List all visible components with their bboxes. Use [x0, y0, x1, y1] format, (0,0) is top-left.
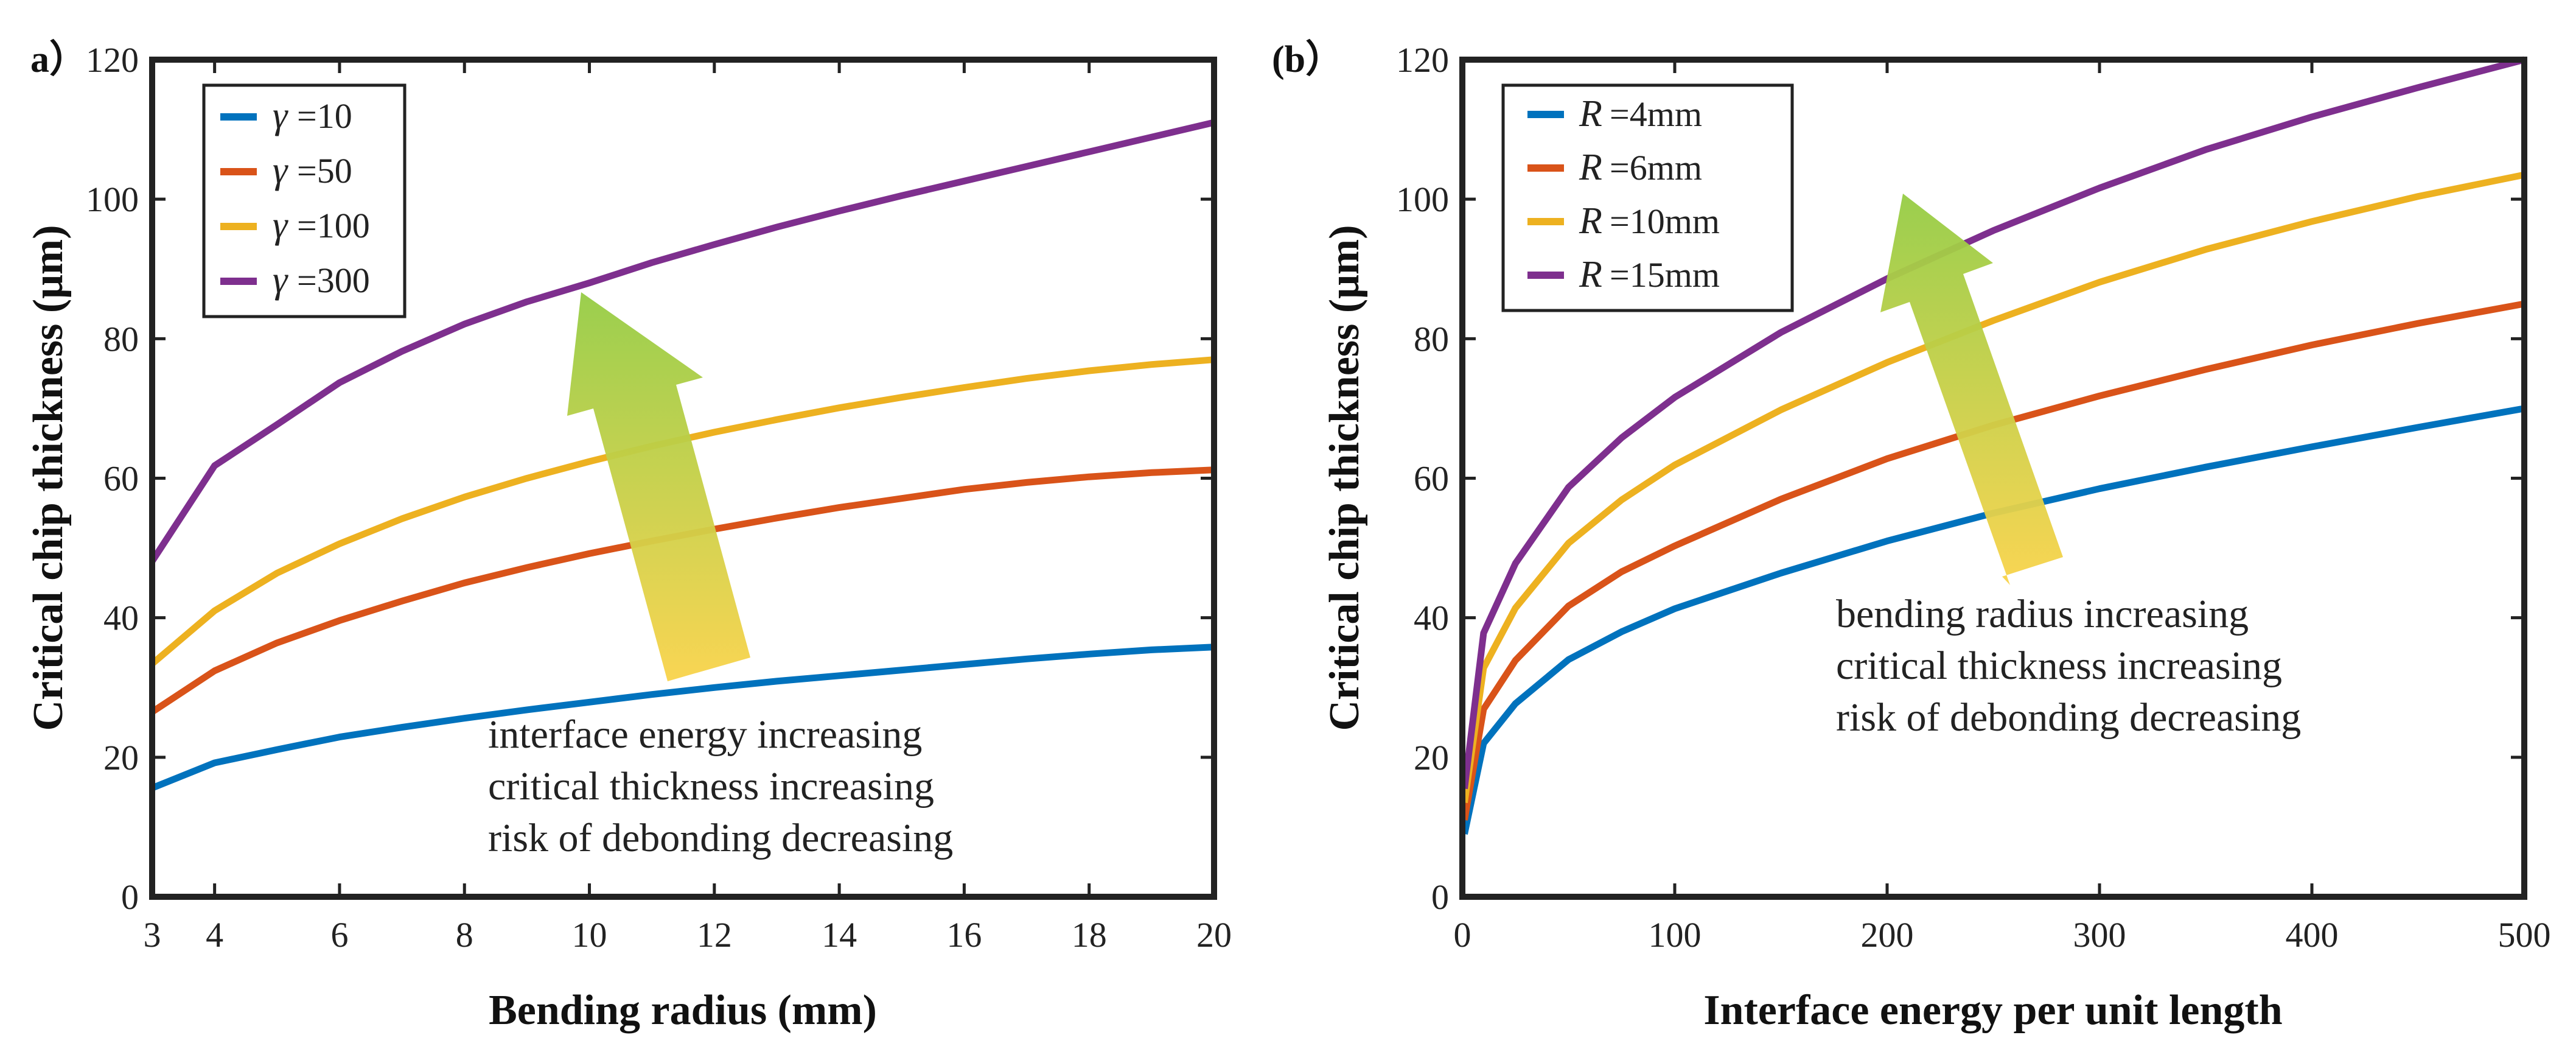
panel-a: a） 3 4 6 8 10 12 14 16 18 20 0 20 40 60 80 100 120 Bendi… [25, 38, 1232, 1034]
panel-a-legend-symbol: γ [273, 150, 288, 191]
panel-b-legend-symbol: R [1579, 200, 1602, 242]
panel-a-legend-symbol: γ [273, 205, 288, 246]
panel-a-ticks: 3 4 6 8 10 12 14 16 18 20 0 20 40 60 80 100 120 [86, 40, 1232, 955]
panel-b-axes-frame [1459, 57, 2527, 900]
series-line-3 [1461, 56, 2525, 790]
panel-b-series [1461, 56, 2525, 835]
series-line-0 [1461, 405, 2525, 835]
panel-a-x-axis-label: Bending radius (mm) [489, 987, 877, 1034]
series-line-1 [1461, 300, 2525, 821]
panel-b-legend-symbol: R [1579, 254, 1602, 295]
x-tick-label: 16 [946, 915, 982, 955]
panel-a-legend: γ =10 γ =50 γ =100 γ =300 [202, 83, 407, 318]
y-tick-label: 0 [121, 877, 139, 917]
y-tick-label: 20 [103, 738, 139, 777]
x-tick-label: 6 [330, 915, 348, 955]
x-tick-label: 4 [206, 915, 223, 955]
panel-a-label: a） [30, 38, 87, 80]
y-tick-label: 40 [103, 598, 139, 638]
y-tick-label: 120 [1396, 40, 1449, 80]
panel-a-legend-symbol: γ [273, 259, 288, 301]
panel-b-trend-arrow [1880, 194, 2063, 585]
y-tick-label: 20 [1414, 738, 1449, 777]
x-tick-label: 400 [2286, 915, 2339, 955]
y-tick-label: 60 [103, 459, 139, 499]
x-tick-label: 20 [1196, 915, 1232, 955]
x-tick-label: 8 [456, 915, 473, 955]
panel-b-annotation-line: critical thickness increasing [1836, 644, 2282, 688]
panel-a-annotation-line: risk of debonding decreasing [488, 816, 953, 860]
series-line-3 [149, 119, 1215, 563]
x-tick-label: 0 [1454, 915, 1471, 955]
x-tick-label: 3 [144, 915, 161, 955]
panel-b-ticks: 0 100 200 300 400 500 0 20 40 60 80 100 120 [1396, 40, 2551, 955]
panel-b-x-axis-label: Interface energy per unit length [1703, 987, 2282, 1034]
x-tick-label: 10 [572, 915, 607, 955]
x-tick-label: 200 [1861, 915, 1914, 955]
series-line-2 [1461, 171, 2525, 804]
panel-a-legend-symbol: γ [273, 95, 288, 136]
series-line-0 [150, 644, 1215, 791]
panel-b-legend-symbol: R [1579, 147, 1602, 188]
panel-a-legend-label: =50 [297, 151, 352, 191]
panel-a-legend-label: =10 [297, 96, 352, 136]
panel-b-legend-label: =6mm [1610, 148, 1702, 188]
panel-b-label: (b） [1272, 38, 1343, 80]
panel-b-annotation-line: bending radius increasing [1836, 592, 2249, 636]
panel-b-legend-label: =15mm [1610, 255, 1720, 295]
y-tick-label: 0 [1431, 877, 1449, 917]
panel-b-legend-symbol: R [1579, 93, 1602, 135]
panel-a-trend-arrow [567, 292, 750, 681]
panel-b: (b） 0 100 200 300 400 500 0 20 40 60 80 100 120 Inte… [1272, 38, 2551, 1034]
panel-a-annotation-line: critical thickness increasing [488, 764, 934, 809]
panel-a-legend-label: =300 [297, 261, 370, 300]
x-tick-label: 12 [697, 915, 732, 955]
y-tick-label: 100 [86, 180, 139, 219]
panel-b-legend-label: =10mm [1610, 202, 1720, 241]
panel-b-legend-label: =4mm [1610, 94, 1702, 134]
panel-a-legend-label: =100 [297, 206, 370, 245]
y-tick-label: 120 [86, 40, 139, 80]
x-tick-label: 500 [2498, 915, 2551, 955]
y-tick-label: 80 [1414, 319, 1449, 359]
panel-a-annotation-line: interface energy increasing [488, 712, 922, 757]
panel-a-axes-frame [149, 57, 1217, 900]
panel-b-legend: R =4mm R =6mm R =10mm R =15mm [1501, 83, 1794, 312]
panel-b-annotation-line: risk of debonding decreasing [1836, 695, 2301, 740]
y-tick-label: 40 [1414, 598, 1449, 638]
panel-a-y-axis-label: Critical chip thickness (μm) [25, 225, 72, 731]
x-tick-label: 300 [2073, 915, 2126, 955]
x-tick-label: 18 [1072, 915, 1107, 955]
panel-b-y-axis-label: Critical chip thickness (μm) [1321, 225, 1368, 731]
y-tick-label: 100 [1396, 180, 1449, 219]
y-tick-label: 80 [103, 319, 139, 359]
x-tick-label: 100 [1649, 915, 1702, 955]
x-tick-label: 14 [822, 915, 857, 955]
y-tick-label: 60 [1414, 459, 1449, 499]
